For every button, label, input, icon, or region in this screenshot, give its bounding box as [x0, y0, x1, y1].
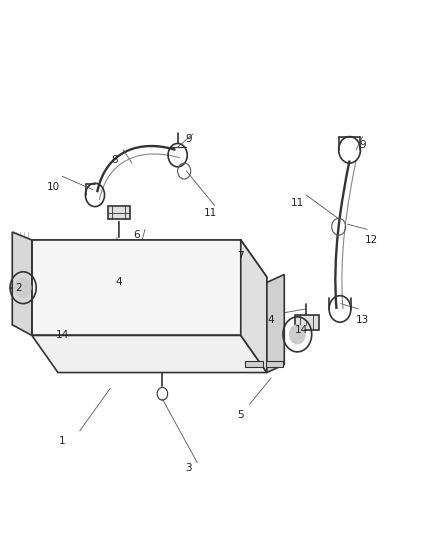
Polygon shape — [32, 240, 267, 277]
Text: 4: 4 — [116, 277, 122, 287]
Text: 8: 8 — [111, 156, 118, 165]
Text: 13: 13 — [356, 314, 369, 325]
Text: 6: 6 — [133, 230, 140, 240]
Text: 7: 7 — [237, 251, 244, 261]
FancyBboxPatch shape — [295, 316, 319, 330]
Text: 11: 11 — [291, 198, 304, 208]
Text: 4: 4 — [268, 314, 275, 325]
Text: 5: 5 — [237, 410, 244, 420]
Polygon shape — [241, 240, 267, 373]
Text: 9: 9 — [185, 134, 192, 144]
Text: 14: 14 — [295, 325, 308, 335]
Text: 9: 9 — [359, 140, 366, 150]
Polygon shape — [267, 274, 284, 373]
Text: 14: 14 — [56, 330, 69, 341]
Polygon shape — [12, 232, 32, 335]
FancyBboxPatch shape — [108, 206, 130, 219]
Polygon shape — [32, 240, 241, 335]
Polygon shape — [32, 335, 267, 373]
Text: 1: 1 — [59, 437, 66, 447]
FancyBboxPatch shape — [132, 353, 145, 365]
Circle shape — [290, 325, 305, 344]
Text: 11: 11 — [204, 208, 217, 219]
Text: 2: 2 — [15, 282, 22, 293]
Text: 12: 12 — [365, 235, 378, 245]
Text: 3: 3 — [185, 463, 192, 473]
Circle shape — [15, 278, 31, 297]
Text: 10: 10 — [47, 182, 60, 192]
Polygon shape — [265, 361, 283, 367]
Polygon shape — [245, 361, 262, 367]
